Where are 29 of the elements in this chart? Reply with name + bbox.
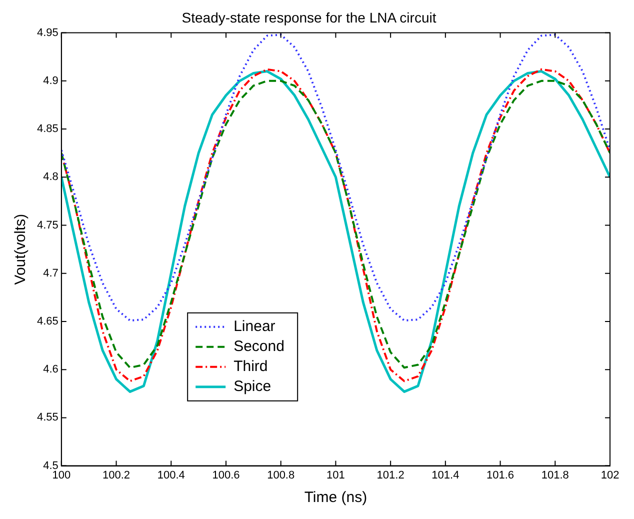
x-tick-label: 100.4 [157,469,185,482]
x-tick-label: 100.2 [102,469,130,482]
y-tick-label: 4.65 [36,316,58,328]
x-axis-title: Time (ns) [304,489,368,506]
x-tick-label: 101.8 [541,469,569,482]
y-tick-label: 4.8 [43,171,58,184]
y-tick-label: 4.7 [43,267,58,280]
x-tick-label: 102 [600,469,620,482]
y-axis-title: Vout(volts) [12,214,30,285]
y-tick-label: 4.55 [36,412,58,424]
y-tick-label: 4.95 [36,26,58,39]
y-tick-label: 4.75 [36,219,58,232]
x-tick-label: 101.4 [432,469,460,482]
y-tick-label: 4.85 [36,123,58,136]
x-tick-label: 100.8 [267,469,295,482]
y-tick-label: 4.9 [43,74,58,87]
x-tick-label: 101.2 [376,469,404,482]
legend-label: Second [234,338,284,355]
y-tick-label: 4.6 [43,364,58,376]
legend-label: Spice [234,378,272,395]
x-tick-label: 101 [326,469,345,482]
x-tick-label: 100.6 [212,469,240,482]
chart-title: Steady-state response for the LNA circuit [182,9,436,26]
legend-label: Third [234,358,268,375]
x-tick-label: 101.6 [486,469,514,482]
y-tick-label: 4.5 [43,460,58,472]
x-tick-label: 100 [52,469,71,482]
line-series [61,34,610,322]
legend-label: Linear [234,318,276,335]
